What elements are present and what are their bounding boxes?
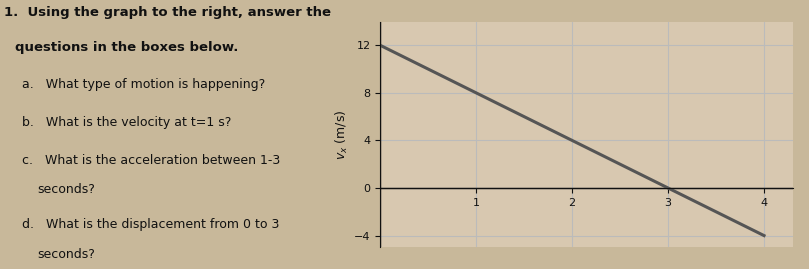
Text: b.   What is the velocity at t=1 s?: b. What is the velocity at t=1 s? [23, 116, 231, 129]
Text: 1.  Using the graph to the right, answer the: 1. Using the graph to the right, answer … [4, 6, 331, 19]
Text: a.   What type of motion is happening?: a. What type of motion is happening? [23, 79, 265, 91]
Text: seconds?: seconds? [37, 183, 95, 196]
Text: questions in the boxes below.: questions in the boxes below. [15, 41, 239, 54]
Text: c.   What is the acceleration between 1-3: c. What is the acceleration between 1-3 [23, 154, 281, 167]
Y-axis label: $v_x$ (m/s): $v_x$ (m/s) [334, 109, 349, 160]
Text: seconds?: seconds? [37, 248, 95, 261]
Text: d.   What is the displacement from 0 to 3: d. What is the displacement from 0 to 3 [23, 218, 280, 231]
